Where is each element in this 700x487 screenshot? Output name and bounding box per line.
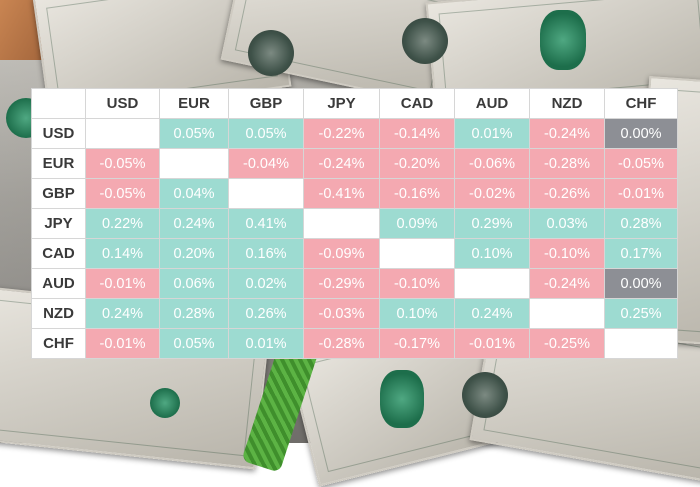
- column-header-gbp: GBP: [229, 89, 303, 118]
- column-header-cad: CAD: [380, 89, 454, 118]
- row-header-chf: CHF: [32, 329, 85, 358]
- treasury-seal-icon: [380, 370, 424, 428]
- row-header-eur: EUR: [32, 149, 85, 178]
- treasury-seal-icon: [150, 388, 180, 418]
- treasury-seal-icon: [540, 10, 586, 70]
- value-cell: -0.25%: [530, 329, 604, 358]
- value-cell: 0.10%: [455, 239, 529, 268]
- empty-cell: [455, 269, 529, 298]
- value-cell: -0.01%: [86, 269, 159, 298]
- value-cell: 0.05%: [160, 119, 228, 148]
- value-cell: 0.01%: [229, 329, 303, 358]
- value-cell: -0.41%: [304, 179, 379, 208]
- value-cell: 0.28%: [605, 209, 677, 238]
- empty-cell: [86, 119, 159, 148]
- seal-icon: [248, 30, 294, 76]
- value-cell: -0.29%: [304, 269, 379, 298]
- row-header-usd: USD: [32, 119, 85, 148]
- row-header-nzd: NZD: [32, 299, 85, 328]
- value-cell: -0.10%: [530, 239, 604, 268]
- value-cell: 0.01%: [455, 119, 529, 148]
- empty-cell: [160, 149, 228, 178]
- value-cell: 0.10%: [380, 299, 454, 328]
- column-header-aud: AUD: [455, 89, 529, 118]
- value-cell: -0.06%: [455, 149, 529, 178]
- value-cell: -0.24%: [530, 119, 604, 148]
- value-cell: 0.24%: [86, 299, 159, 328]
- value-cell: -0.24%: [530, 269, 604, 298]
- value-cell: 0.00%: [605, 119, 677, 148]
- row-header-cad: CAD: [32, 239, 85, 268]
- empty-cell: [530, 299, 604, 328]
- value-cell: -0.22%: [304, 119, 379, 148]
- value-cell: 0.24%: [455, 299, 529, 328]
- value-cell: -0.20%: [380, 149, 454, 178]
- value-cell: -0.01%: [605, 179, 677, 208]
- value-cell: 0.24%: [160, 209, 228, 238]
- value-cell: -0.05%: [86, 149, 159, 178]
- value-cell: -0.03%: [304, 299, 379, 328]
- value-cell: -0.26%: [530, 179, 604, 208]
- value-cell: -0.10%: [380, 269, 454, 298]
- value-cell: -0.16%: [380, 179, 454, 208]
- value-cell: 0.41%: [229, 209, 303, 238]
- value-cell: -0.01%: [86, 329, 159, 358]
- column-header-nzd: NZD: [530, 89, 604, 118]
- column-header-eur: EUR: [160, 89, 228, 118]
- currency-strength-table: USD EUR GBP JPY CAD AUD NZD CHF USD 0.05% 0.05% -0.…: [31, 88, 678, 359]
- empty-cell: [380, 239, 454, 268]
- value-cell: -0.04%: [229, 149, 303, 178]
- seal-icon: [462, 372, 508, 418]
- value-cell: 0.06%: [160, 269, 228, 298]
- value-cell: -0.28%: [304, 329, 379, 358]
- value-cell: 0.05%: [229, 119, 303, 148]
- column-header-jpy: JPY: [304, 89, 379, 118]
- value-cell: 0.05%: [160, 329, 228, 358]
- row-header-aud: AUD: [32, 269, 85, 298]
- value-cell: 0.20%: [160, 239, 228, 268]
- value-cell: 0.09%: [380, 209, 454, 238]
- value-cell: 0.14%: [86, 239, 159, 268]
- value-cell: 0.26%: [229, 299, 303, 328]
- value-cell: 0.03%: [530, 209, 604, 238]
- value-cell: -0.09%: [304, 239, 379, 268]
- value-cell: -0.17%: [380, 329, 454, 358]
- table-corner: [32, 89, 85, 118]
- row-header-gbp: GBP: [32, 179, 85, 208]
- value-cell: -0.01%: [455, 329, 529, 358]
- column-header-chf: CHF: [605, 89, 677, 118]
- value-cell: -0.05%: [86, 179, 159, 208]
- value-cell: -0.24%: [304, 149, 379, 178]
- value-cell: -0.05%: [605, 149, 677, 178]
- value-cell: 0.17%: [605, 239, 677, 268]
- empty-cell: [304, 209, 379, 238]
- empty-cell: [229, 179, 303, 208]
- value-cell: -0.14%: [380, 119, 454, 148]
- value-cell: 0.25%: [605, 299, 677, 328]
- empty-cell: [605, 329, 677, 358]
- value-cell: -0.02%: [455, 179, 529, 208]
- value-cell: 0.04%: [160, 179, 228, 208]
- value-cell: 0.02%: [229, 269, 303, 298]
- seal-icon: [402, 18, 448, 64]
- column-header-usd: USD: [86, 89, 159, 118]
- value-cell: 0.22%: [86, 209, 159, 238]
- value-cell: 0.00%: [605, 269, 677, 298]
- row-header-jpy: JPY: [32, 209, 85, 238]
- value-cell: 0.29%: [455, 209, 529, 238]
- value-cell: 0.28%: [160, 299, 228, 328]
- value-cell: 0.16%: [229, 239, 303, 268]
- value-cell: -0.28%: [530, 149, 604, 178]
